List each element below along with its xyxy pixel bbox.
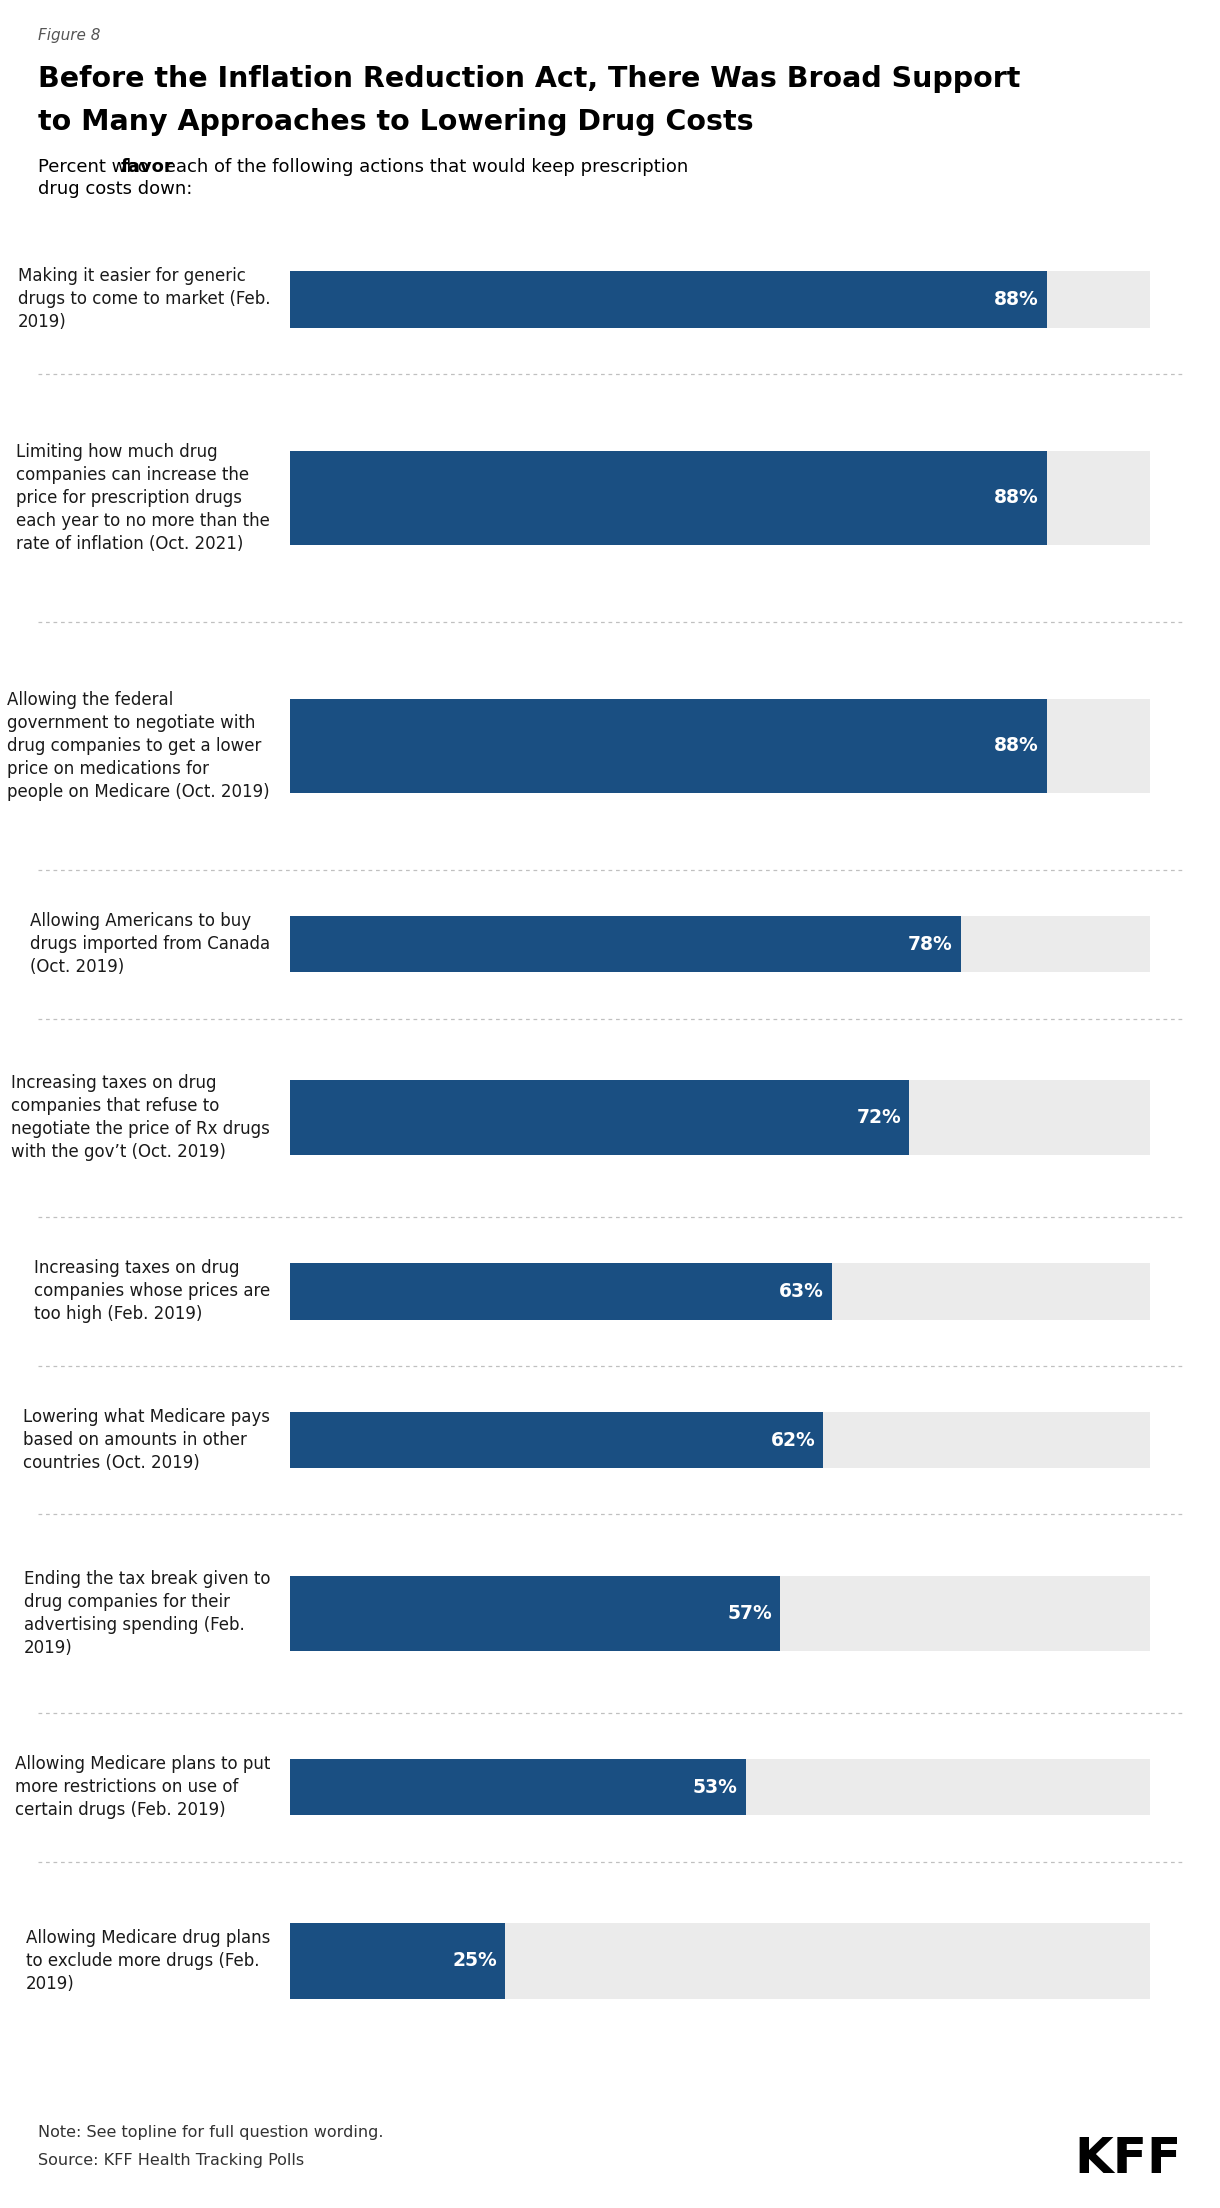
Text: 88%: 88%	[994, 289, 1038, 309]
Text: Ending the tax break given to
drug companies for their
advertising spending (Feb: Ending the tax break given to drug compa…	[23, 1570, 270, 1656]
Bar	[290, 1263, 1150, 1320]
Bar	[290, 1923, 505, 1998]
Text: Limiting how much drug
companies can increase the
price for prescription drugs
e: Limiting how much drug companies can inc…	[16, 444, 270, 552]
Bar	[290, 916, 961, 972]
Bar	[290, 1760, 1150, 1815]
Text: Source: KFF Health Tracking Polls: Source: KFF Health Tracking Polls	[38, 2153, 304, 2168]
Text: 25%: 25%	[453, 1952, 497, 1970]
Bar	[290, 1411, 1150, 1468]
Text: favor: favor	[121, 159, 173, 177]
Text: Allowing the federal
government to negotiate with
drug companies to get a lower
: Allowing the federal government to negot…	[7, 691, 270, 802]
Text: 88%: 88%	[994, 735, 1038, 755]
Bar	[290, 1411, 824, 1468]
Text: 53%: 53%	[693, 1777, 738, 1797]
Text: Percent who: Percent who	[38, 159, 155, 177]
Text: drug costs down:: drug costs down:	[38, 181, 193, 199]
Bar	[290, 1577, 1150, 1652]
Bar	[290, 1923, 1150, 1998]
Bar	[290, 450, 1047, 545]
Text: Before the Inflation Reduction Act, There Was Broad Support: Before the Inflation Reduction Act, Ther…	[38, 64, 1020, 93]
Bar	[290, 698, 1150, 793]
Text: 72%: 72%	[856, 1108, 902, 1128]
Bar	[290, 698, 1047, 793]
Text: Lowering what Medicare pays
based on amounts in other
countries (Oct. 2019): Lowering what Medicare pays based on amo…	[23, 1409, 270, 1473]
Text: Increasing taxes on drug
companies that refuse to
negotiate the price of Rx drug: Increasing taxes on drug companies that …	[11, 1075, 270, 1161]
Text: 78%: 78%	[908, 934, 953, 954]
Text: Allowing Americans to buy
drugs imported from Canada
(Oct. 2019): Allowing Americans to buy drugs imported…	[29, 912, 270, 976]
Text: Allowing Medicare plans to put
more restrictions on use of
certain drugs (Feb. 2: Allowing Medicare plans to put more rest…	[15, 1755, 270, 1819]
Text: 57%: 57%	[727, 1605, 772, 1623]
Bar	[290, 1080, 1150, 1155]
Bar	[290, 1577, 781, 1652]
Text: KFF: KFF	[1075, 2135, 1182, 2184]
Bar	[290, 272, 1047, 327]
Text: Making it easier for generic
drugs to come to market (Feb.
2019): Making it easier for generic drugs to co…	[17, 267, 270, 331]
Bar	[290, 450, 1150, 545]
Text: Allowing Medicare drug plans
to exclude more drugs (Feb.
2019): Allowing Medicare drug plans to exclude …	[26, 1930, 270, 1992]
Bar	[290, 1760, 745, 1815]
Text: Increasing taxes on drug
companies whose prices are
too high (Feb. 2019): Increasing taxes on drug companies whose…	[34, 1259, 270, 1323]
Bar	[290, 1263, 832, 1320]
Text: each of the following actions that would keep prescription: each of the following actions that would…	[159, 159, 688, 177]
Text: Figure 8: Figure 8	[38, 29, 100, 42]
Text: to Many Approaches to Lowering Drug Costs: to Many Approaches to Lowering Drug Cost…	[38, 108, 754, 137]
Bar	[290, 916, 1150, 972]
Text: Note: See topline for full question wording.: Note: See topline for full question word…	[38, 2124, 383, 2140]
Bar	[290, 272, 1150, 327]
Text: 88%: 88%	[994, 488, 1038, 508]
Text: 63%: 63%	[778, 1283, 824, 1301]
Bar	[290, 1080, 909, 1155]
Text: 62%: 62%	[771, 1431, 815, 1451]
